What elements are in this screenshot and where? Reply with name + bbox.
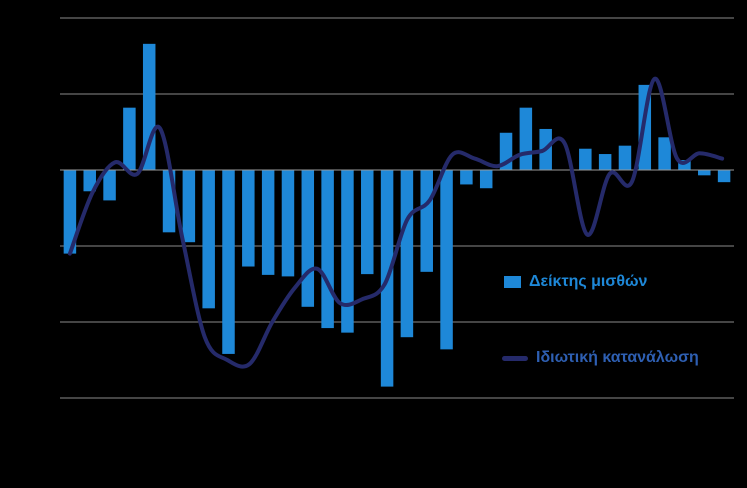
- line-series: [67, 76, 725, 369]
- legend-bar-swatch: [504, 276, 521, 288]
- bar: [103, 170, 116, 201]
- bar: [519, 107, 533, 170]
- bar: [717, 170, 731, 183]
- bar: [579, 148, 592, 170]
- legend-line-swatch: [502, 355, 528, 361]
- bar: [83, 170, 96, 192]
- bar: [281, 170, 295, 277]
- bar: [678, 160, 691, 170]
- bar: [618, 145, 632, 170]
- bar: [658, 137, 671, 170]
- bar: [261, 170, 275, 275]
- bar: [222, 170, 235, 354]
- bar: [698, 170, 711, 176]
- bar-series: [63, 43, 731, 387]
- gridlines: [60, 17, 734, 399]
- bar: [460, 170, 473, 185]
- bar: [182, 170, 196, 243]
- legend-bar-label: Δείκτης μισθών: [529, 273, 648, 290]
- legend-line-entry: Ιδιωτική κατανάλωση: [502, 349, 699, 367]
- bar: [598, 154, 612, 170]
- bar: [242, 170, 255, 267]
- legend-bar-entry: Δείκτης μισθών: [504, 273, 647, 291]
- bar: [420, 170, 433, 272]
- bar: [361, 170, 374, 275]
- bar: [341, 170, 354, 333]
- bar: [440, 170, 453, 350]
- bar: [123, 107, 136, 170]
- bar: [400, 170, 414, 338]
- bar: [479, 170, 493, 189]
- bar: [321, 170, 334, 329]
- legend-line-label: Ιδιωτική κατανάλωση: [536, 349, 699, 366]
- bar: [202, 170, 215, 309]
- bar: [63, 170, 77, 254]
- bar: [301, 170, 315, 307]
